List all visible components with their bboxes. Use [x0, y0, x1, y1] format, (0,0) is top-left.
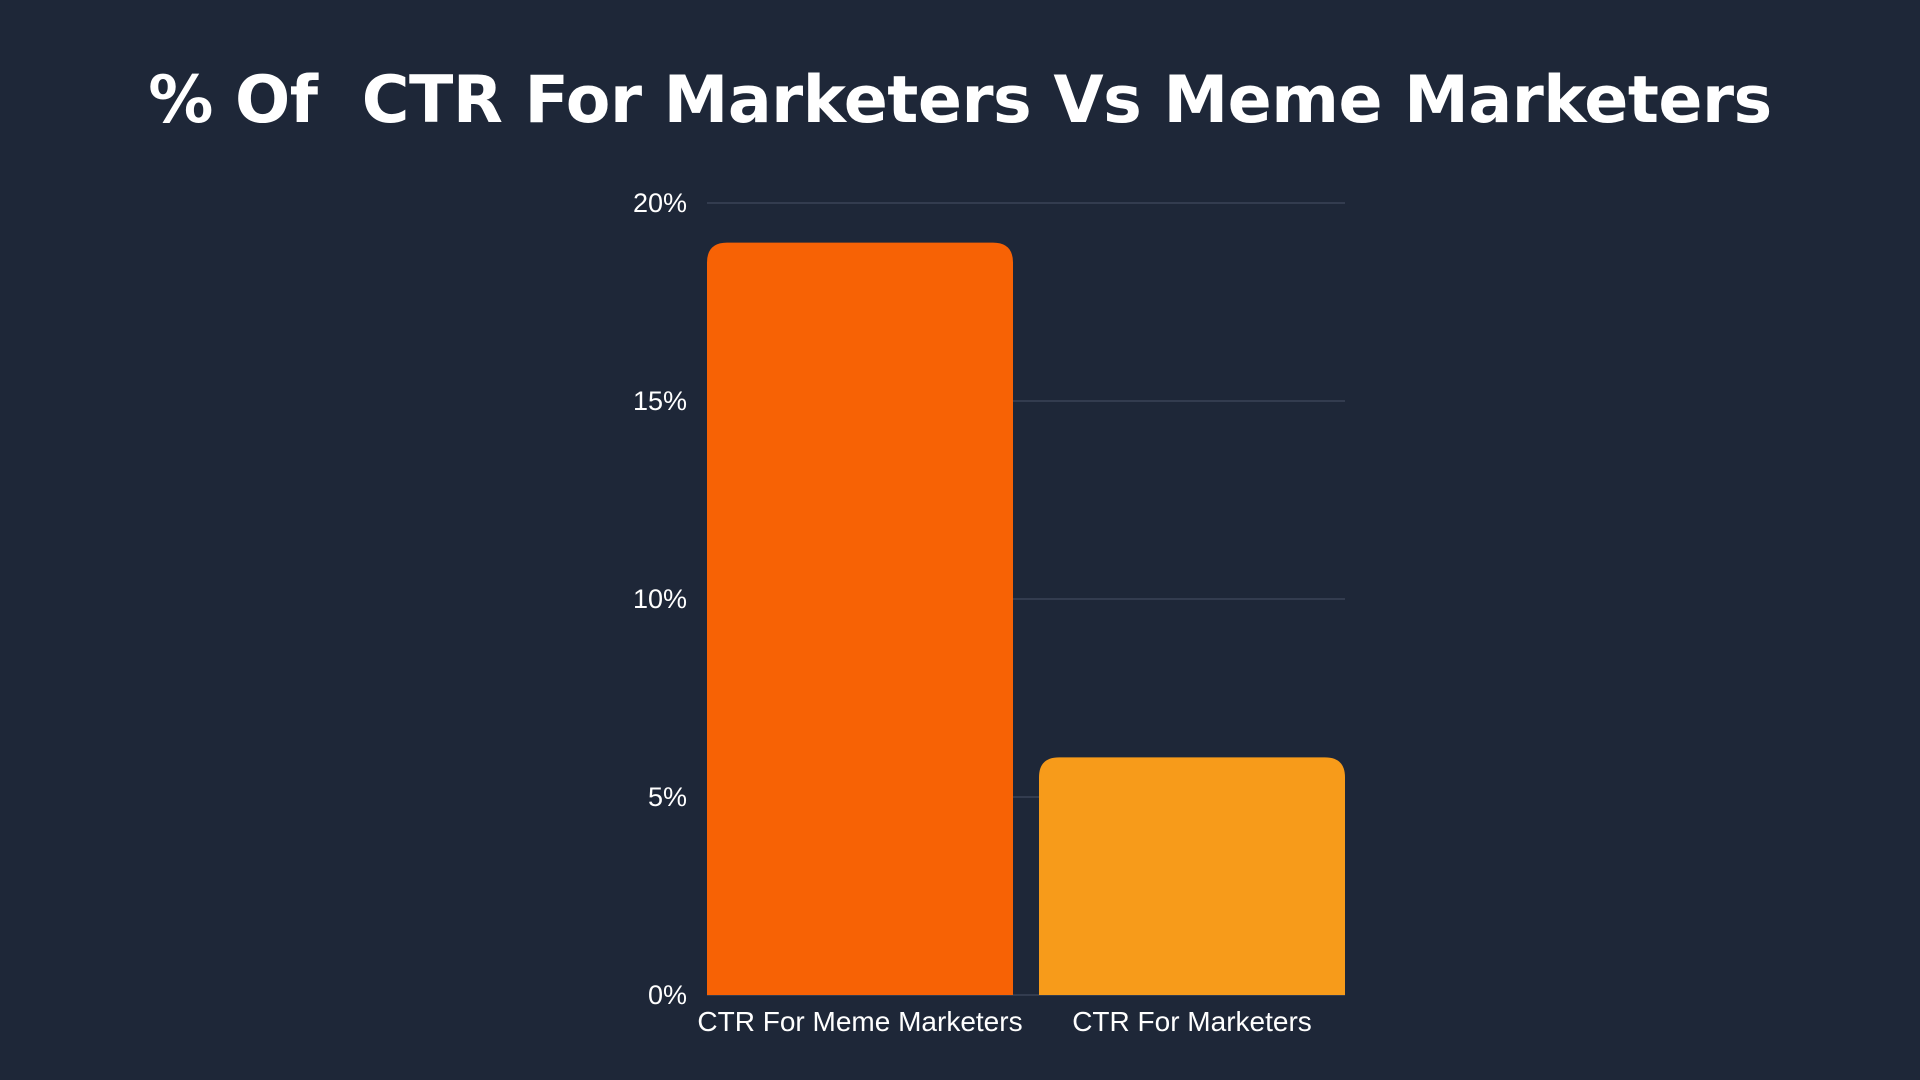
- bar-ctr-for-meme-marketers: [707, 242, 1013, 996]
- bar-ctr-for-marketers: [1039, 757, 1345, 995]
- y-tick-label: 5%: [648, 782, 687, 812]
- x-axis-labels: CTR For Meme Marketers CTR For Marketers: [697, 1006, 1311, 1037]
- x-category-label: CTR For Meme Marketers: [697, 1006, 1022, 1037]
- x-category-label: CTR For Marketers: [1072, 1006, 1312, 1037]
- y-tick-label: 10%: [633, 584, 687, 614]
- y-tick-label: 0%: [648, 980, 687, 1010]
- chart-title: % Of CTR For Marketers Vs Meme Marketers: [148, 63, 1772, 138]
- y-tick-label: 20%: [633, 188, 687, 218]
- bars: [707, 242, 1345, 996]
- y-axis-ticks: 0% 5% 10% 15% 20%: [633, 188, 687, 1010]
- y-tick-label: 15%: [633, 386, 687, 416]
